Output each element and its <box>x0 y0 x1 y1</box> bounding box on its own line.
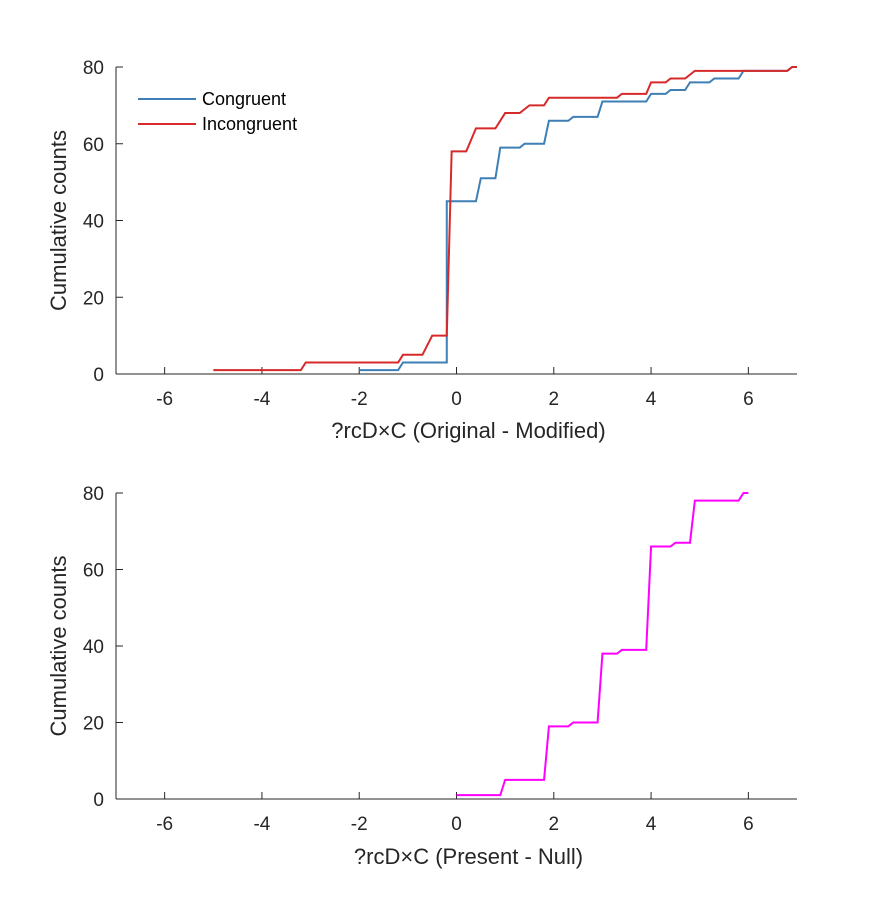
x-tick-label: 0 <box>451 814 462 835</box>
y-axis-title: Cumulative counts <box>46 130 71 311</box>
legend-label-incongruent: Incongruent <box>202 114 297 134</box>
y-tick-label: 40 <box>83 212 104 233</box>
x-tick-label: -6 <box>156 389 173 410</box>
y-tick-label: 60 <box>83 135 104 156</box>
x-tick-label: 0 <box>451 389 462 410</box>
y-tick-label: 0 <box>93 790 104 811</box>
congruent-series-line <box>359 66 797 372</box>
x-tick-label: -4 <box>253 389 270 410</box>
y-tick-label: 20 <box>83 288 104 309</box>
x-axis-title: ?rcD×C (Original - Modified) <box>331 418 605 443</box>
x-tick-label: 4 <box>646 814 657 835</box>
y-tick-label: 80 <box>83 484 104 505</box>
legend-label-congruent: Congruent <box>202 89 286 109</box>
y-tick-label: 80 <box>83 58 104 79</box>
x-tick-label: -2 <box>351 389 368 410</box>
x-tick-label: 2 <box>548 389 559 410</box>
y-tick-label: 40 <box>83 637 104 658</box>
x-tick-label: 6 <box>743 389 754 410</box>
y-tick-label: 20 <box>83 714 104 735</box>
y-tick-label: 0 <box>93 365 104 386</box>
series-line <box>456 492 749 797</box>
x-tick-label: -2 <box>351 814 368 835</box>
y-axis-title: Cumulative counts <box>46 556 71 737</box>
x-tick-label: 4 <box>646 389 657 410</box>
incongruent-series-line <box>213 66 797 372</box>
x-tick-label: 2 <box>548 814 559 835</box>
x-tick-label: -4 <box>253 814 270 835</box>
y-tick-label: 60 <box>83 561 104 582</box>
x-tick-label: 6 <box>743 814 754 835</box>
x-tick-label: -6 <box>156 814 173 835</box>
x-axis-title: ?rcD×C (Present - Null) <box>354 844 583 869</box>
